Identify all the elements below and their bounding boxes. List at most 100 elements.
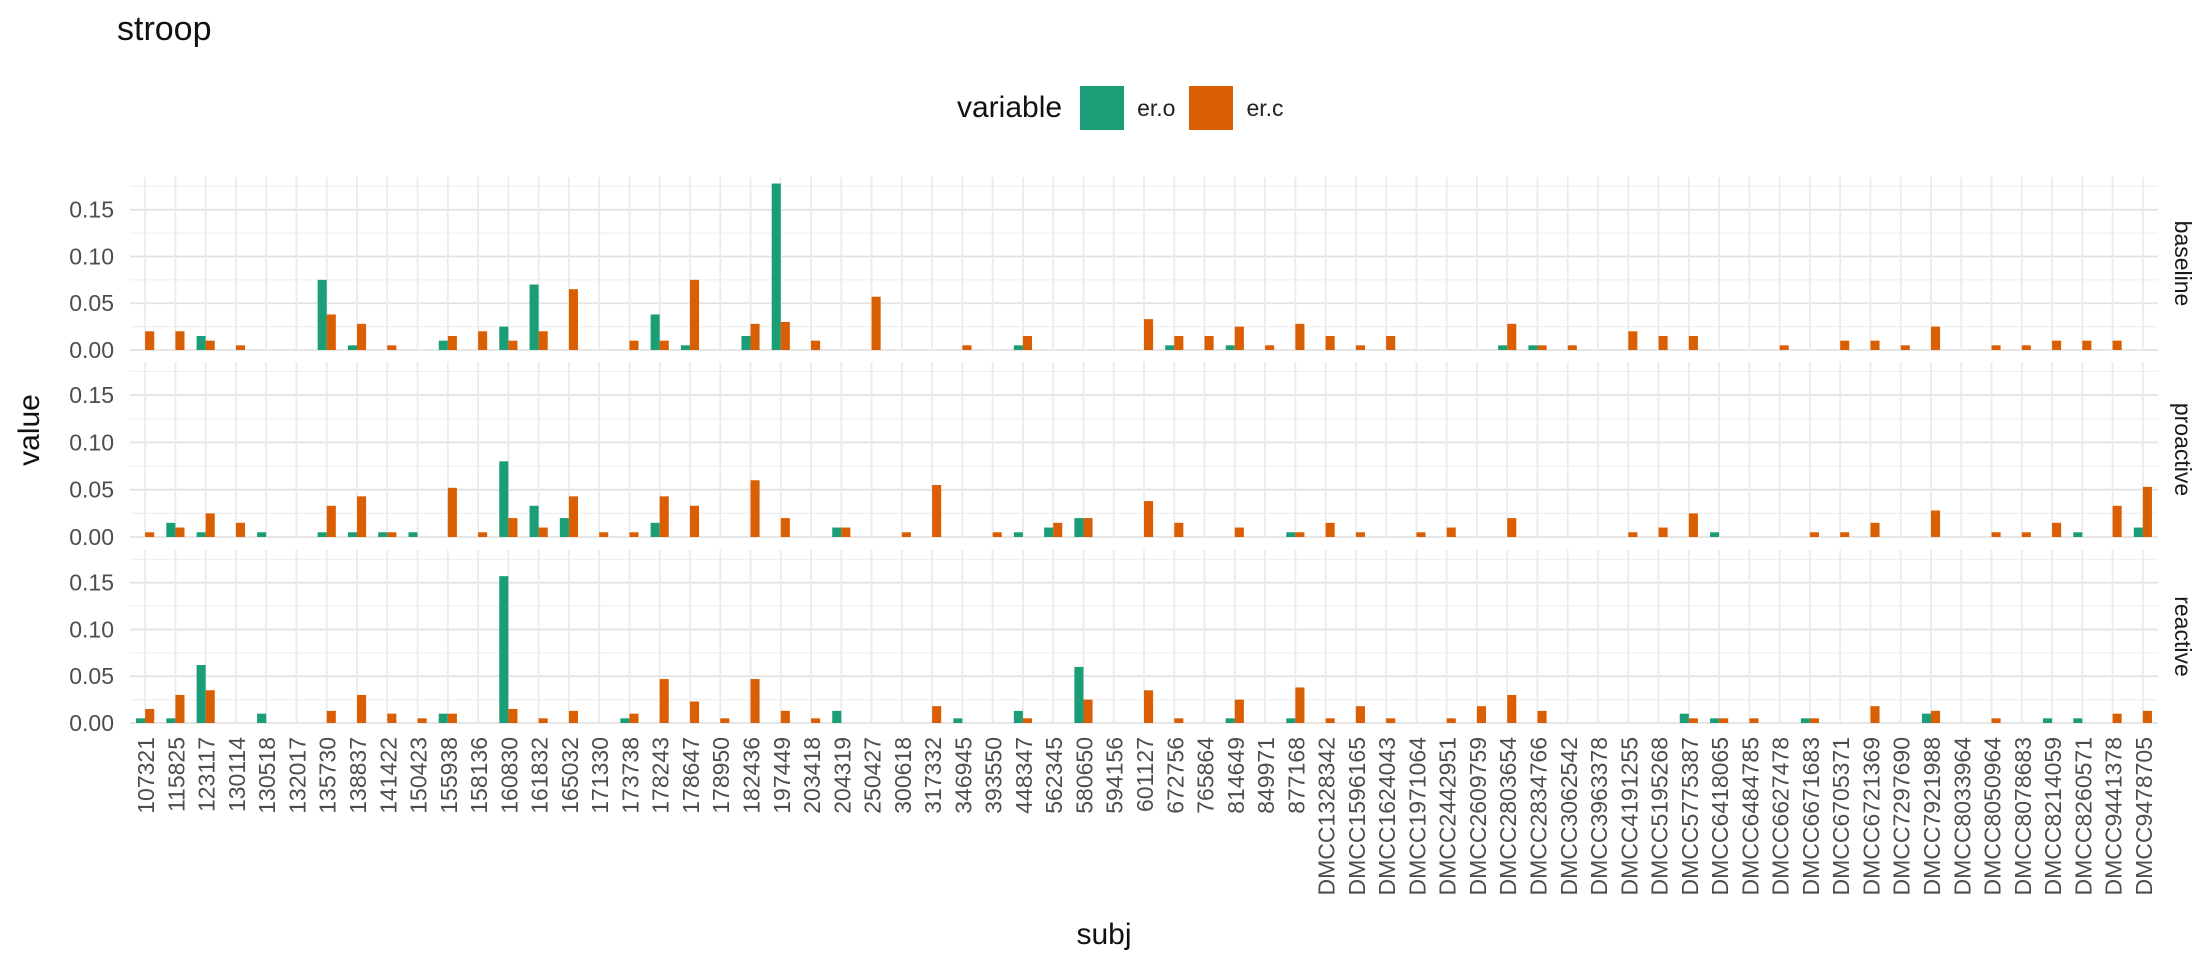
bar-baseline-er-c-DMCC5195268: [1658, 335, 1668, 350]
bar-baseline-er-c-DMCC2834766: [1537, 345, 1547, 350]
bar-baseline-er-c-DMCC6721369: [1870, 340, 1880, 350]
x-tick-label: DMCC5195268: [1647, 737, 1673, 896]
x-tick-label: DMCC3963378: [1586, 737, 1612, 896]
bar-proactive-er-o-123117: [196, 532, 206, 537]
bar-baseline-er-o-161832: [529, 284, 539, 350]
bar-proactive-er-c-672756: [1174, 522, 1184, 537]
y-tick-label: 0.00: [69, 337, 114, 363]
y-axis-title: value: [13, 394, 46, 466]
x-tick-label: DMCC1971064: [1404, 737, 1430, 896]
bar-reactive-er-c-DMCC1596165: [1355, 706, 1365, 723]
bar-baseline-er-o-178243: [650, 314, 660, 350]
x-tick-label: DMCC2442951: [1435, 737, 1461, 896]
bar-baseline-er-c-765864: [1204, 335, 1214, 350]
bar-reactive-er-c-115825: [175, 694, 185, 723]
bar-proactive-er-c-155938: [447, 487, 457, 537]
bar-reactive-er-o-123117: [196, 665, 206, 723]
bar-proactive-er-c-DMCC1971064: [1416, 532, 1426, 537]
bar-proactive-er-c-197449: [780, 518, 790, 537]
bar-proactive-er-c-107321: [145, 532, 155, 537]
x-tick-label: DMCC8078683: [2010, 737, 2036, 896]
y-tick-label: 0.05: [69, 477, 114, 503]
bar-baseline-er-c-165032: [568, 289, 578, 350]
x-tick-label: 171330: [587, 737, 613, 814]
bar-proactive-er-c-DMCC5195268: [1658, 527, 1668, 537]
bar-baseline-er-c-814649: [1234, 326, 1244, 350]
bar-baseline-er-c-DMCC4191255: [1628, 331, 1638, 350]
x-tick-label: 393550: [981, 737, 1007, 814]
bar-proactive-er-c-DMCC1596165: [1355, 532, 1365, 537]
x-tick-label: 132017: [284, 737, 310, 814]
facet-label-proactive: proactive: [2170, 403, 2196, 496]
x-tick-label: 250427: [860, 737, 886, 814]
bar-baseline-er-c-DMCC8214059: [2052, 340, 2062, 350]
x-tick-label: DMCC2834766: [1525, 737, 1551, 896]
bar-reactive-er-o-346945: [953, 718, 963, 723]
bar-baseline-er-c-115825: [175, 331, 185, 350]
bar-baseline-er-c-DMCC8260571: [2082, 340, 2092, 350]
x-tick-label: 165032: [557, 737, 583, 814]
bar-reactive-er-o-DMCC8214059: [2042, 718, 2053, 723]
bar-reactive-er-c-DMCC1624043: [1386, 718, 1396, 723]
x-tick-label: DMCC9478705: [2131, 737, 2157, 896]
bar-baseline-er-o-DMCC2803654: [1498, 345, 1508, 350]
bar-proactive-er-c-171330: [599, 532, 609, 537]
bar-proactive-er-c-182436: [750, 480, 760, 537]
bar-proactive-er-c-178243: [659, 496, 669, 537]
x-tick-label: DMCC1624043: [1374, 737, 1400, 896]
x-tick-label: DMCC8050964: [1980, 737, 2006, 896]
x-tick-label: 160830: [496, 737, 522, 814]
bar-proactive-er-c-204319: [841, 527, 851, 537]
bar-baseline-er-c-138837: [357, 323, 367, 350]
bar-proactive-er-c-DMCC9478705: [2142, 486, 2152, 537]
bar-proactive-er-o-115825: [166, 522, 176, 537]
bar-proactive-er-c-DMCC6705371: [1840, 532, 1850, 537]
x-tick-label: 765864: [1193, 737, 1219, 814]
bar-proactive-er-c-DMCC5775387: [1688, 513, 1698, 537]
x-tick-label: 317332: [920, 737, 946, 814]
x-tick-label: 115825: [163, 737, 189, 812]
bar-proactive-er-o-135730: [317, 532, 327, 537]
y-tick-label: 0.05: [69, 290, 114, 316]
bar-proactive-er-c-DMCC8214059: [2052, 522, 2062, 537]
bar-baseline-er-o-160830: [499, 326, 509, 350]
bar-proactive-er-o-562345: [1044, 527, 1054, 537]
bar-proactive-er-o-138837: [347, 532, 358, 537]
bar-proactive-er-c-DMCC1328342: [1325, 522, 1335, 537]
bar-reactive-er-c-DMCC2803654: [1507, 694, 1517, 723]
x-tick-label: 448347: [1011, 737, 1037, 814]
x-tick-label: DMCC6627478: [1768, 737, 1794, 896]
bar-reactive-er-o-204319: [832, 710, 842, 723]
x-tick-label: DMCC5775387: [1677, 737, 1703, 896]
bar-baseline-er-c-155938: [447, 335, 457, 350]
bar-reactive-er-o-DMCC7921988: [1921, 713, 1931, 723]
bar-baseline-er-c-DMCC7297690: [1900, 345, 1910, 350]
bar-proactive-er-c-160830: [508, 518, 518, 537]
x-tick-label: 135730: [315, 737, 341, 814]
x-tick-label: 130518: [254, 737, 280, 814]
bar-reactive-er-o-DMCC5775387: [1679, 713, 1689, 723]
bar-reactive-er-c-877168: [1295, 687, 1305, 723]
x-tick-label: 178950: [708, 737, 734, 814]
bar-reactive-er-c-DMCC8050964: [1991, 718, 2001, 723]
bar-proactive-er-o-165032: [559, 518, 569, 537]
bar-proactive-er-c-173738: [629, 532, 639, 537]
bar-reactive-er-c-161832: [538, 718, 548, 723]
bar-reactive-er-c-317332: [932, 706, 942, 723]
bar-reactive-er-c-DMCC7921988: [1930, 710, 1941, 723]
x-tick-label: DMCC6484785: [1737, 737, 1763, 896]
x-tick-label: DMCC6418065: [1707, 737, 1733, 896]
bar-proactive-er-c-DMCC6721369: [1870, 522, 1880, 537]
bar-proactive-er-o-DMCC8260571: [2073, 532, 2083, 537]
x-tick-label: 203418: [799, 737, 825, 814]
bar-reactive-er-c-448347: [1022, 718, 1033, 723]
x-tick-label: DMCC8260571: [2070, 737, 2096, 896]
bar-baseline-er-c-877168: [1295, 323, 1305, 350]
bar-reactive-er-c-DMCC2442951: [1446, 718, 1456, 723]
bar-baseline-er-c-DMCC6627478: [1779, 345, 1789, 350]
y-tick-label: 0.10: [69, 616, 114, 642]
x-tick-label: 197449: [769, 737, 795, 814]
x-tick-label: 814649: [1223, 737, 1249, 814]
bar-baseline-er-c-DMCC1596165: [1355, 345, 1365, 350]
bar-reactive-er-c-197449: [780, 710, 790, 723]
